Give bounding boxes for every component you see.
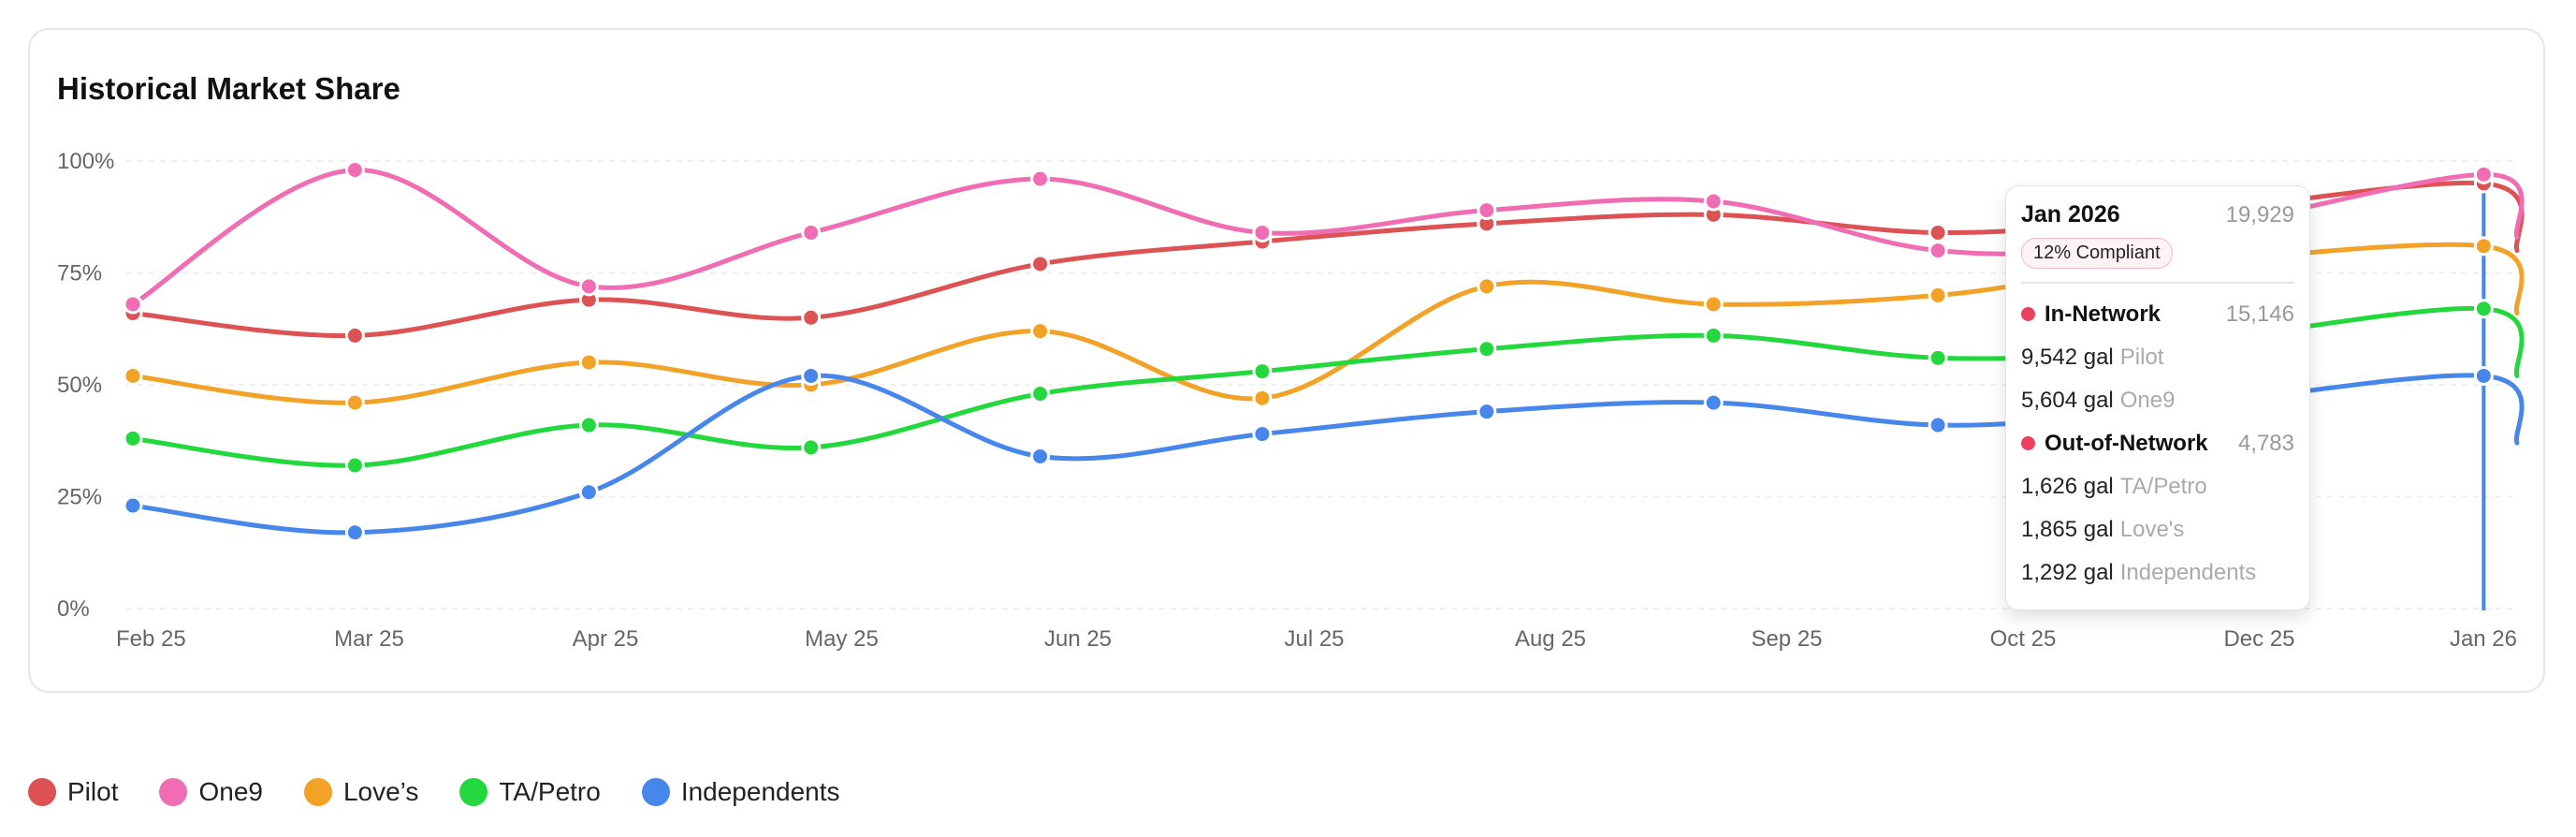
x-tick-label: Jul 25	[1284, 626, 1344, 652]
out-network-value: 4,783	[2237, 430, 2294, 456]
data-point	[1928, 415, 1948, 435]
data-point	[578, 352, 599, 373]
data-point	[344, 160, 365, 181]
tooltip-divider	[2021, 282, 2294, 284]
data-point	[1928, 347, 1948, 368]
data-point	[578, 276, 599, 297]
chart-title: Historical Market Share	[57, 71, 400, 106]
data-point	[1477, 402, 1497, 422]
data-point	[1703, 294, 1724, 315]
series-points	[123, 160, 2494, 543]
data-point	[123, 365, 143, 386]
legend-dot-icon	[459, 778, 488, 806]
y-tick-label: 25%	[57, 485, 102, 510]
x-tick-label: Sep 25	[1751, 626, 1822, 652]
in-network-dot-icon	[2021, 307, 2035, 321]
data-point	[1477, 276, 1497, 297]
x-tick-label: Mar 25	[334, 626, 404, 652]
data-point	[1703, 392, 1724, 413]
data-point	[123, 428, 143, 448]
data-point	[1252, 222, 1273, 242]
data-point	[1030, 446, 1051, 466]
y-axis-ticks: 0% 25% 50% 75% 100%	[57, 149, 114, 622]
tooltip-item: 1,292 gal Independents	[2021, 559, 2257, 585]
in-network-value: 15,146	[2225, 301, 2294, 327]
data-point	[2473, 164, 2494, 184]
data-point	[1030, 384, 1051, 404]
data-point	[1703, 191, 1724, 212]
chart-legend: Pilot One9 Love’s TA/Petro Independents	[28, 777, 840, 807]
tooltip-item: 9,542 gal Pilot	[2021, 344, 2164, 370]
data-point	[801, 437, 822, 458]
legend-item-pilot[interactable]: Pilot	[28, 777, 118, 807]
legend-item-ta-petro[interactable]: TA/Petro	[459, 777, 601, 807]
x-tick-label: Aug 25	[1515, 626, 1586, 652]
data-point	[1252, 424, 1273, 445]
legend-dot-icon	[303, 778, 332, 806]
legend-dot-icon	[159, 778, 188, 806]
y-tick-label: 100%	[57, 149, 114, 174]
data-point	[344, 392, 365, 413]
compliance-badge: 12% Compliant	[2021, 238, 2173, 269]
in-network-row: In-Network 15,146	[2021, 293, 2294, 336]
data-point	[2473, 236, 2494, 257]
x-tick-label: Dec 25	[2223, 626, 2294, 652]
x-tick-label: Oct 25	[1990, 626, 2057, 652]
legend-dot-icon	[28, 778, 56, 806]
legend-item-loves[interactable]: Love’s	[303, 777, 418, 807]
tooltip-date: Jan 2026	[2021, 201, 2120, 228]
data-point	[344, 522, 365, 543]
tooltip-total: 19,929	[2225, 202, 2294, 228]
data-point	[1252, 361, 1273, 382]
data-point	[1703, 325, 1724, 345]
y-tick-label: 0%	[57, 596, 90, 622]
data-point	[1030, 254, 1051, 274]
data-point	[578, 415, 599, 435]
data-point	[123, 294, 143, 315]
data-point	[344, 325, 365, 345]
legend-dot-icon	[641, 778, 670, 806]
x-tick-label: Jan 26	[2450, 626, 2517, 652]
out-network-dot-icon	[2021, 436, 2035, 450]
data-point	[2473, 365, 2494, 386]
tooltip-item: 1,865 gal Love's	[2021, 516, 2185, 542]
data-point	[1477, 339, 1497, 360]
legend-item-independents[interactable]: Independents	[641, 777, 840, 807]
x-tick-label: Apr 25	[573, 626, 639, 652]
data-point	[344, 455, 365, 476]
data-point	[1030, 321, 1051, 342]
out-network-row: Out-of-Network 4,783	[2021, 422, 2294, 465]
tooltip-item: 5,604 gal One9	[2021, 387, 2176, 413]
data-point	[578, 482, 599, 503]
data-point	[1928, 222, 1948, 242]
tooltip-item: 1,626 gal TA/Petro	[2021, 473, 2207, 499]
hover-tooltip: Jan 2026 19,929 12% Compliant In-Network…	[2005, 185, 2310, 610]
out-network-label: Out-of-Network	[2045, 430, 2208, 456]
x-tick-label: Feb 25	[116, 626, 186, 652]
data-point	[2473, 299, 2494, 319]
in-network-label: In-Network	[2045, 301, 2161, 327]
data-point	[1928, 241, 1948, 261]
y-tick-label: 50%	[57, 373, 102, 398]
data-point	[801, 307, 822, 328]
x-tick-label: May 25	[805, 626, 879, 652]
data-point	[801, 222, 822, 242]
data-point	[801, 365, 822, 386]
y-tick-label: 75%	[57, 261, 102, 286]
data-point	[1928, 285, 1948, 305]
data-point	[1252, 388, 1273, 408]
x-axis-ticks: Feb 25 Mar 25 Apr 25 May 25 Jun 25 Jul 25 Aug …	[116, 626, 2517, 652]
legend-item-one9[interactable]: One9	[159, 777, 263, 807]
data-point	[1477, 200, 1497, 221]
data-point	[1030, 169, 1051, 189]
x-tick-label: Jun 25	[1044, 626, 1112, 652]
data-point	[123, 495, 143, 516]
